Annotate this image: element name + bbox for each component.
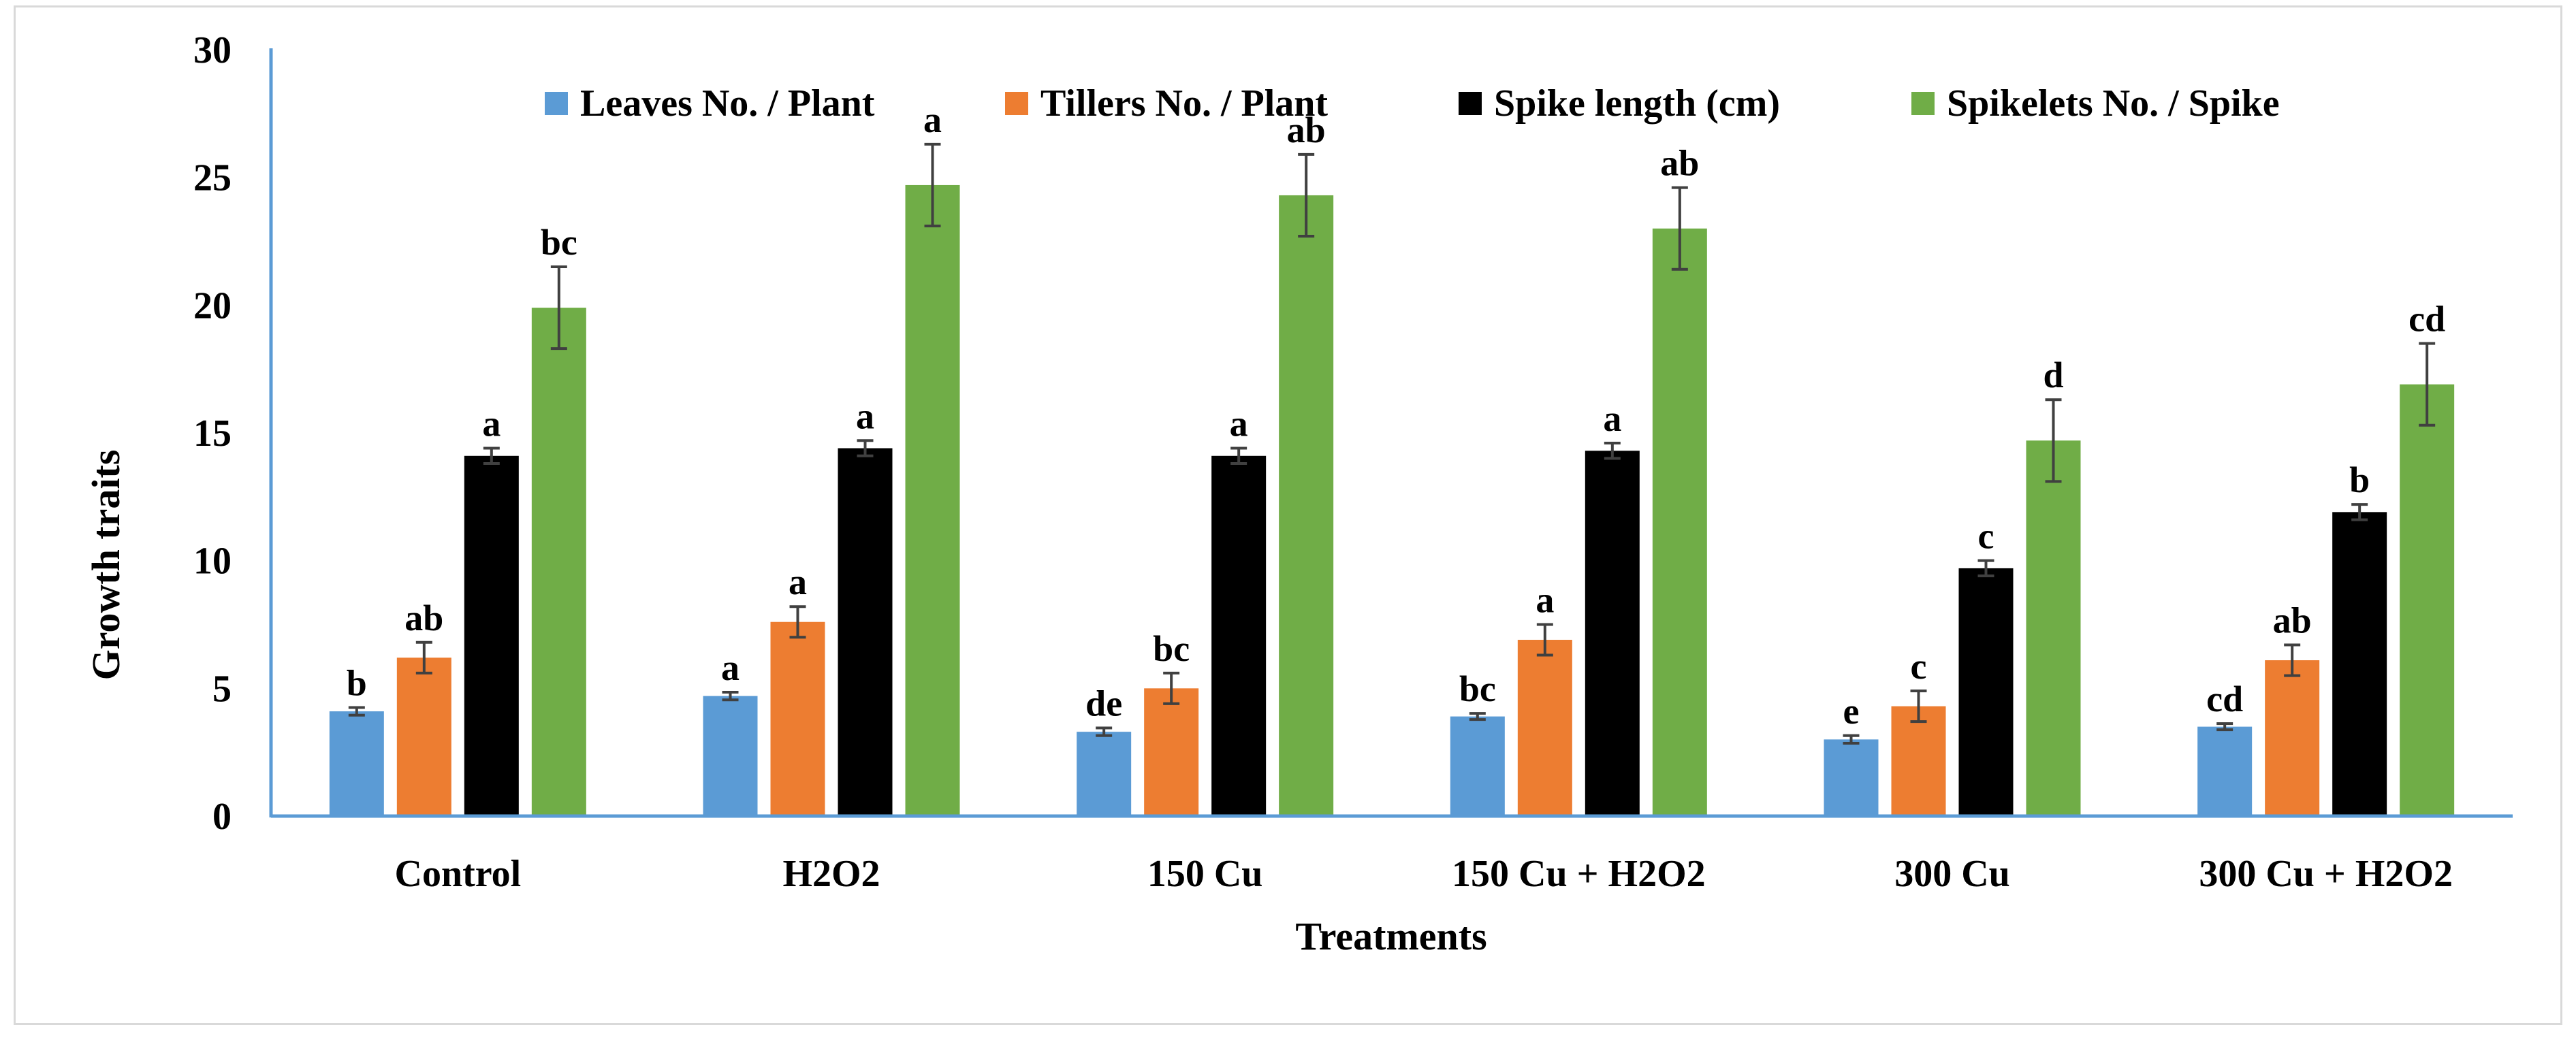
bar [2400,384,2455,816]
bar [905,184,960,817]
significance-label: b [347,662,367,703]
bar [1450,716,1505,816]
bar [396,657,451,816]
error-bars [348,142,2436,745]
significance-label: bc [1459,668,1496,709]
bars [329,184,2455,817]
y-tick-label: 0 [212,796,232,838]
bar [2026,440,2081,816]
significance-label: d [2043,355,2063,395]
significance-label: de [1085,683,1122,724]
significance-label: cd [2206,679,2243,719]
bar [1144,688,1199,816]
bar [464,455,519,816]
y-axis-title: Growth traits [84,450,128,681]
category-label: Control [395,853,522,895]
category-label: 150 Cu + H2O2 [1452,853,1706,895]
bar [329,711,384,816]
significance-label: b [2349,459,2370,500]
significance-label: bc [541,222,577,263]
y-tick-label: 30 [193,29,232,71]
bar [838,448,893,816]
y-tick-label: 15 [193,412,232,455]
category-label: 300 Cu [1894,853,2010,895]
y-tick-label: 20 [193,285,232,327]
bar [1652,228,1707,816]
significance-label: ab [1660,143,1699,184]
legend-label: Tillers No. / Plant [1040,82,1328,125]
bar [1077,732,1132,816]
bar [770,621,825,816]
legend: Leaves No. / Plant Tillers No. / Plant Spi… [545,82,2280,125]
significance-label: a [1536,580,1554,621]
legend-label: Spike length (cm) [1494,82,1780,125]
significance-label: a [856,395,874,436]
y-tick-labels: 0 5 10 15 20 25 30 [193,29,232,838]
bar [2265,660,2320,816]
bar [1585,451,1640,816]
bar [1211,455,1267,816]
bar [703,696,758,816]
bar [2332,512,2387,816]
y-tick-label: 25 [193,157,232,199]
significance-label: a [1603,398,1621,439]
bar [1824,739,1879,816]
bar [2197,726,2253,816]
significance-label: a [923,99,942,140]
significance-label: a [789,562,807,602]
legend-swatch [1459,92,1482,115]
y-axis-title-group: Growth traits [84,450,128,681]
significance-label: ab [2273,600,2312,641]
category-labels: Control H2O2 150 Cu 150 Cu + H2O2 300 Cu 300 … [395,853,2453,895]
significance-label: a [721,647,740,688]
legend-label: Leaves No. / Plant [580,82,875,125]
significance-label: e [1843,691,1860,732]
significance-label: cd [2408,299,2445,340]
x-axis-title: Treatments [1295,914,1486,958]
y-tick-label: 5 [212,668,232,710]
significance-label: ab [404,598,443,638]
axes [269,48,2513,818]
significance-label: a [1230,404,1248,444]
bar [1279,195,1334,816]
bar [531,308,586,816]
bar [1958,568,2014,816]
category-label: 300 Cu + H2O2 [2199,853,2453,895]
significance-label: c [1978,516,1994,557]
category-label: 150 Cu [1147,853,1263,895]
y-tick-label: 10 [193,540,232,583]
legend-swatch [1911,92,1935,115]
legend-swatch [1005,92,1028,115]
significance-label: bc [1153,628,1190,669]
bar [1891,706,1946,816]
legend-label: Spikelets No. / Spike [1947,82,2280,125]
bar [1517,640,1572,816]
category-label: H2O2 [782,853,880,895]
significance-label: ab [1287,110,1326,150]
significance-label: c [1911,646,1927,687]
legend-swatch [545,92,568,115]
significance-label: a [482,404,500,444]
